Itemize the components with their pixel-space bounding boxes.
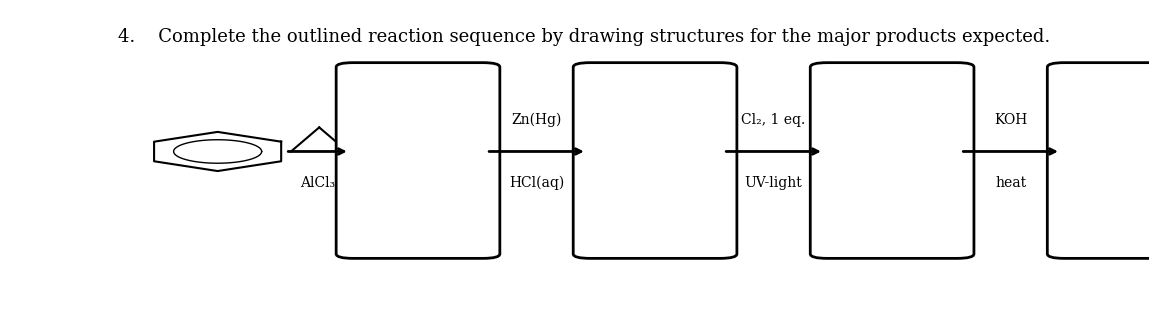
- FancyBboxPatch shape: [1047, 63, 1169, 258]
- Text: Cl₂, 1 eq.: Cl₂, 1 eq.: [741, 113, 805, 127]
- Text: HCl(aq): HCl(aq): [509, 175, 565, 190]
- FancyBboxPatch shape: [810, 63, 974, 258]
- Text: KOH: KOH: [994, 113, 1028, 127]
- Text: O: O: [382, 80, 392, 93]
- Text: UV-light: UV-light: [745, 175, 802, 190]
- FancyBboxPatch shape: [337, 63, 500, 258]
- Text: 4.    Complete the outlined reaction sequence by drawing structures for the majo: 4. Complete the outlined reaction sequen…: [118, 28, 1051, 46]
- Text: Zn(Hg): Zn(Hg): [511, 113, 562, 127]
- Text: AlCl₃: AlCl₃: [300, 175, 336, 190]
- FancyBboxPatch shape: [573, 63, 736, 258]
- Text: Cl: Cl: [413, 116, 427, 129]
- Text: heat: heat: [995, 175, 1026, 190]
